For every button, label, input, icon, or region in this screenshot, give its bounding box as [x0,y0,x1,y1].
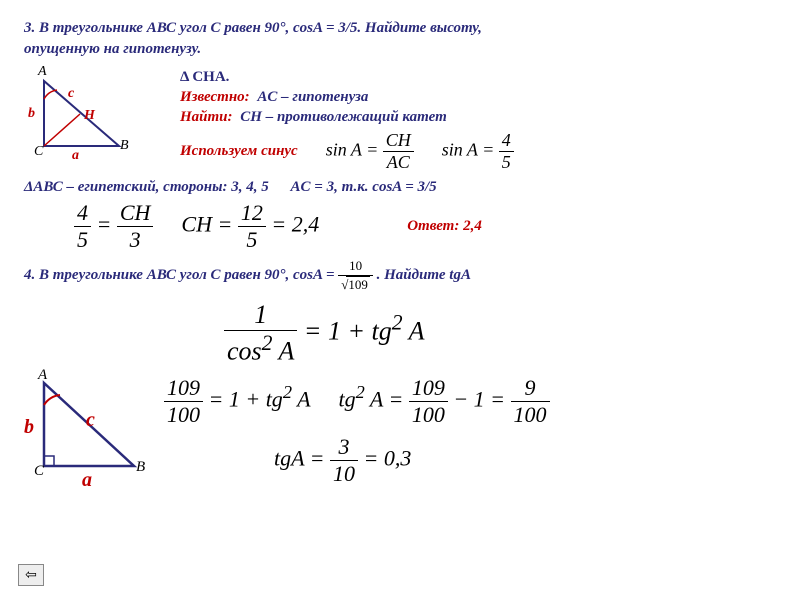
id-n: 1 [224,300,297,331]
tri1-c: c [68,86,74,102]
p3-title-l1: 3. В треугольнике АВС угол С равен 90°, … [24,20,482,36]
problem3-title: 3. В треугольнике АВС угол С равен 90°, … [24,18,776,60]
s2-d: 5 [238,227,266,253]
sqrt-icon: 109 [341,276,370,294]
sinA-eq2: sin A = 45 [442,130,514,173]
p4s1rp: A [292,387,311,412]
known-label: Известно: [180,89,250,105]
id-rs: 2 [392,311,403,335]
p4-step3: tgA = 310 = 0,3 [274,434,776,487]
p4s2d1: 100 [409,402,448,428]
tri1-b: b [28,106,35,122]
s2-lhs: CH = [181,212,232,237]
p4s3e: = 0,3 [364,446,412,471]
delta-cha: Δ CHA. [180,69,776,86]
sin1-lhs: sin A = [326,140,379,160]
p4s1d: 100 [164,402,203,428]
sin2-num: 4 [499,130,514,152]
find-label: Найти: [180,109,233,125]
s1-ln: 4 [74,200,91,227]
p4-cosd: 109 [346,276,370,292]
find-row: Найти: CH – противолежащий катет [180,109,776,126]
tri2-c: c [86,409,95,432]
egyptian: ΔАВС – египетский, стороны: 3, 4, 5 [24,179,269,195]
tri2-a: a [82,469,92,492]
use-sine: Используем синус [180,143,298,160]
s2-n: 12 [238,200,266,227]
known-row: Известно: AC – гипотенуза [180,89,776,106]
p4-pre: 4. В треугольнике АВС угол С равен 90°, … [24,267,335,283]
p4s2m: − 1 = [453,387,505,412]
id-dp: cos [227,337,262,366]
p4s2d2: 100 [511,402,550,428]
back-arrow-icon: ⇦ [25,567,37,584]
sin2-den: 5 [499,152,514,173]
back-button[interactable]: ⇦ [18,564,44,586]
tri1-A: A [38,64,47,80]
p4s3d: 10 [330,461,358,487]
p3-title-l2: опущенную на гипотенузу. [24,41,201,57]
p4s2lpo: A = [365,387,404,412]
find-text: CH – противолежащий катет [240,109,446,125]
s1-ld: 5 [74,227,91,253]
tri2-A: A [38,367,47,384]
s2-eq: = 2,4 [271,212,319,237]
p4-post: . Найдите tgA [377,267,471,283]
sin1-den: AC [383,152,414,173]
s1-rn: CH [117,200,154,227]
p4-step1: 109100 = 1 + tg2 A [164,375,311,428]
p4s2n1: 109 [409,375,448,402]
triangle-2: A B C a b c [24,371,154,491]
p4s2ls: 2 [356,382,365,402]
ac3: AC = 3, т.к. cosA = 3/5 [291,179,437,195]
p4-cosn: 10 [338,257,373,276]
p4s3l: tgA = [274,446,325,471]
tri1-H: H [84,108,95,124]
tri2-b: b [24,416,34,439]
sin2-lhs: sin A = [442,140,495,160]
p4s1n: 109 [164,375,203,402]
tri2-B: B [136,459,145,476]
p4s3n: 3 [330,434,358,461]
triangle-1: A B C H a b c [24,66,144,166]
id-r: = 1 + tg [304,317,392,346]
s1-rd: 3 [117,227,154,253]
p4s2n2: 9 [511,375,550,402]
tri1-B: B [120,138,129,154]
p3-step1: 45 = CH3 [74,200,153,253]
id-dpo: A [273,337,295,366]
tri1-a: a [72,148,79,164]
sinA-eq1: sin A = CHAC [326,130,414,173]
known-text: AC – гипотенуза [257,89,368,105]
problem4-title: 4. В треугольнике АВС угол С равен 90°, … [24,257,776,294]
id-ds: 2 [262,331,273,355]
tri2-C: C [34,463,44,480]
p4s1r: = 1 + tg [209,387,283,412]
id-rp: A [403,317,425,346]
identity: 1 cos2 A = 1 + tg2 A [224,300,776,367]
p4s2lp: tg [339,387,356,412]
p4s1rs: 2 [283,382,292,402]
p4-step2: tg2 A = 109100 − 1 = 9100 [339,375,550,428]
answer: Ответ: 2,4 [407,218,482,235]
sin1-num: CH [383,130,414,152]
p3-step2: CH = 125 = 2,4 [181,200,319,253]
tri1-C: C [34,144,43,160]
